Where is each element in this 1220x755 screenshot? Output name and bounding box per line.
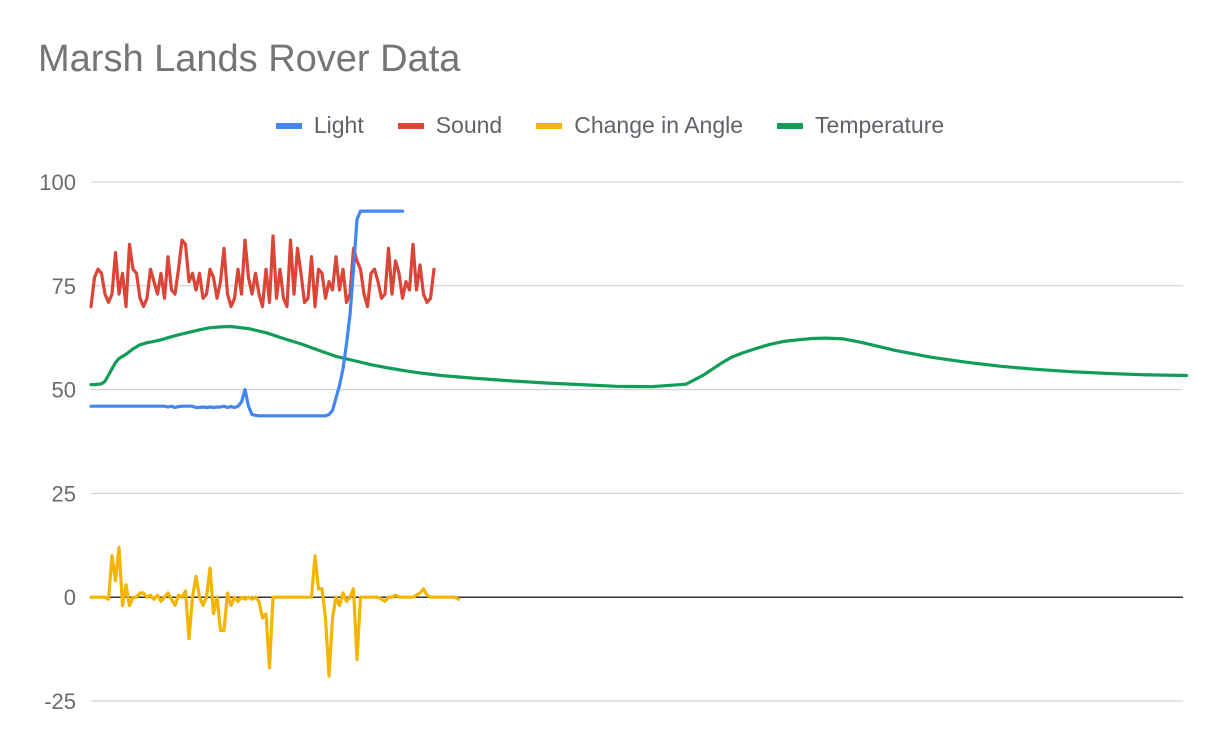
y-axis: 100 75 50 25 0 -25 (39, 170, 76, 714)
legend-swatch (536, 122, 563, 129)
gridlines (91, 181, 1183, 702)
series-lines (89, 209, 1189, 678)
series-line-temperature[interactable] (89, 324, 1189, 389)
y-tick-label: 0 (64, 585, 76, 610)
y-tick-label: 100 (39, 170, 76, 195)
legend-item[interactable]: Temperature (777, 112, 944, 139)
series-line-light[interactable] (89, 209, 405, 418)
legend: Light Sound Change in Angle Temperature (0, 112, 1220, 139)
legend-label: Sound (435, 112, 503, 138)
legend-label: Temperature (815, 112, 945, 138)
legend-item[interactable]: Change in Angle (536, 112, 743, 139)
series-line-sound[interactable] (89, 234, 436, 309)
y-tick-label: 75 (52, 274, 76, 299)
legend-swatch (777, 122, 804, 129)
legend-swatch (275, 122, 302, 129)
legend-label: Change in Angle (574, 112, 744, 138)
y-tick-label: 50 (52, 378, 76, 403)
legend-item[interactable]: Sound (397, 112, 503, 139)
y-tick-label: 25 (52, 481, 76, 506)
legend-item[interactable]: Light (275, 112, 364, 139)
chart-title: Marsh Lands Rover Data (38, 38, 461, 80)
series-line-change-in-angle[interactable] (89, 545, 461, 678)
y-tick-label: -25 (44, 689, 76, 714)
legend-swatch (397, 122, 424, 129)
legend-label: Light (313, 112, 364, 138)
